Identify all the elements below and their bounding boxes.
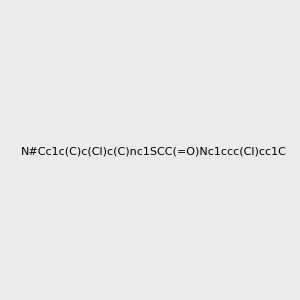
Text: N#Cc1c(C)c(Cl)c(C)nc1SCC(=O)Nc1ccc(Cl)cc1C: N#Cc1c(C)c(Cl)c(C)nc1SCC(=O)Nc1ccc(Cl)cc… bbox=[21, 146, 287, 157]
